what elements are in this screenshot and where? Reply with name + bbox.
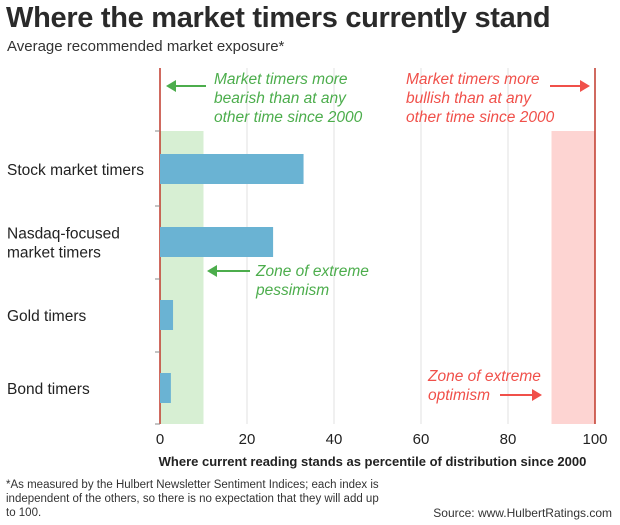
category-label: market timers [7, 245, 101, 262]
category-label: Gold timers [7, 308, 86, 325]
annotation-bearish: bearish than at any [214, 90, 347, 107]
category-label: Nasdaq-focused [7, 226, 120, 243]
annotation-pessimism: Zone of extreme [255, 263, 369, 280]
x-tick-label: 20 [239, 431, 256, 448]
chart-title: Where the market timers currently stand [6, 2, 551, 34]
bar [160, 373, 171, 403]
category-label: Stock market timers [7, 162, 144, 179]
x-tick-label: 60 [413, 431, 430, 448]
annotation-bearish: Market timers more [214, 71, 348, 88]
annotation-bullish: Market timers more [406, 71, 540, 88]
arrow-bearish-head [166, 80, 176, 92]
zone-optimism [551, 131, 595, 424]
annotation-bullish: bullish than at any [406, 90, 532, 107]
bar [160, 154, 304, 184]
arrow-pessimism-head [207, 265, 217, 277]
category-label: Bond timers [7, 381, 90, 398]
annotation-pessimism: pessimism [255, 282, 329, 299]
footnote: *As measured by the Hulbert Newsletter S… [6, 479, 379, 519]
bar [160, 227, 274, 257]
x-tick-label: 100 [582, 431, 607, 448]
x-tick-label: 40 [326, 431, 343, 448]
annotation-bearish: other time since 2000 [214, 109, 363, 126]
arrow-bullish-head [580, 80, 590, 92]
annotation-optimism: Zone of extreme [427, 368, 541, 385]
chart-subtitle: Average recommended market exposure* [7, 38, 285, 55]
x-tick-label: 0 [156, 431, 164, 448]
arrow-optimism-head [532, 389, 542, 401]
annotation-optimism: optimism [428, 387, 490, 404]
x-tick-label: 80 [500, 431, 517, 448]
x-axis-label: Where current reading stands as percenti… [159, 454, 587, 469]
bar [160, 300, 174, 330]
source-credit: Source: www.HulbertRatings.com [433, 506, 612, 520]
annotation-bullish: other time since 2000 [406, 109, 555, 126]
